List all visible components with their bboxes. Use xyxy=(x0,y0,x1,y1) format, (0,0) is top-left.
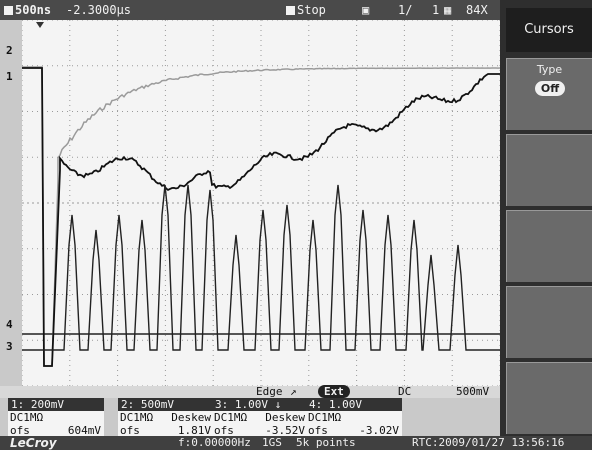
trigger-info: Edge ↗ Ext DC 500mV xyxy=(0,385,500,398)
channel-1-info[interactable]: 1: 200mV DC1MΩ ofs 604mV xyxy=(8,398,104,440)
waveform-graticule xyxy=(22,20,500,386)
trigger-position-marker[interactable] xyxy=(36,22,44,28)
channel-3-coupling: DC1MΩ xyxy=(214,411,248,424)
channel-1-scale: 1: 200mV xyxy=(8,398,104,411)
run-state[interactable]: Stop xyxy=(286,0,326,20)
channel-4-marker[interactable]: 4 xyxy=(6,318,13,331)
acquisition-total: 1 xyxy=(432,3,440,17)
channel-1-marker[interactable]: 1 xyxy=(6,70,13,83)
trigger-source: Ext xyxy=(318,385,350,398)
rtc-timestamp: RTC:2009/01/27 13:56:16 xyxy=(412,436,565,449)
channel-4-ofs-label: ofs xyxy=(308,424,328,437)
softkey-2[interactable] xyxy=(506,134,592,206)
status-bar-top: 500ns -2.3000µs Stop ▣ 1/ 1 ▦ 84X xyxy=(0,0,500,20)
channel-1-coupling: DC1MΩ xyxy=(10,411,44,424)
channel-2-coupling: DC1MΩ xyxy=(120,411,154,424)
channel-3-offset: -3.52V xyxy=(265,424,305,437)
timebase-readout: 500ns xyxy=(4,0,51,20)
waveform-display[interactable] xyxy=(22,20,500,386)
channel-3-scale: 3: 1.00V ↓ xyxy=(212,398,308,411)
channel-4-offset: -3.02V xyxy=(359,424,399,437)
channel-2-marker[interactable]: 2 xyxy=(6,44,13,57)
channel-2-info[interactable]: 2: 500mV DC1MΩ Deskew ofs 1.81V xyxy=(118,398,214,440)
channel-2-scale: 2: 500mV xyxy=(118,398,214,411)
channel-3-ofs-label: ofs xyxy=(214,424,234,437)
acquire-icon: ▣ xyxy=(362,3,370,17)
menu-title: Cursors xyxy=(506,8,592,52)
channel-3-info[interactable]: 3: 1.00V ↓ DC1MΩ Deskew ofs -3.52V xyxy=(212,398,308,440)
channel-2-offset: 1.81V xyxy=(177,424,211,437)
stop-icon xyxy=(286,6,295,15)
trigger-mode: Edge xyxy=(256,385,283,398)
channel-1-trace xyxy=(22,67,500,367)
status-bar-bottom: LeCroy f:0.00000Hz 1GS 5k points RTC:200… xyxy=(0,436,592,450)
zoom-readout: 84X xyxy=(466,3,488,17)
softkey-menu: Cursors Type Off xyxy=(500,0,592,450)
softkey-3[interactable] xyxy=(506,210,592,282)
softkey-4[interactable] xyxy=(506,286,592,358)
record-length: 5k points xyxy=(296,436,356,449)
zoom-icon: ▦ xyxy=(444,3,452,17)
trigger-slope-icon: ↗ xyxy=(290,385,297,398)
trigger-coupling: DC xyxy=(398,385,412,398)
cursor-type-label: Type xyxy=(536,63,563,76)
channel-1-ofs-label: ofs xyxy=(10,424,30,437)
channel-3-deskew: Deskew xyxy=(265,411,305,424)
channel-4-info[interactable]: 4: 1.00V DC1MΩ ofs -3.02V xyxy=(306,398,402,440)
trigger-level: 500mV xyxy=(456,385,490,398)
channel-2-trace xyxy=(22,66,500,367)
timebase-icon xyxy=(4,6,13,15)
channel-2-deskew: Deskew xyxy=(171,411,211,424)
frequency-readout: f:0.00000Hz xyxy=(178,436,251,449)
sample-rate: 1GS xyxy=(262,436,282,449)
channel-2-ofs-label: ofs xyxy=(120,424,140,437)
channel-3-marker[interactable]: 3 xyxy=(6,340,13,353)
softkey-5[interactable] xyxy=(506,362,592,434)
channel-1-offset: 604mV xyxy=(67,424,101,437)
channel-4-coupling: DC1MΩ xyxy=(308,411,342,424)
cursor-type-value: Off xyxy=(535,81,565,96)
channel-3-trace xyxy=(22,184,500,351)
delay-readout: -2.3000µs xyxy=(66,3,132,17)
cursor-type-softkey[interactable]: Type Off xyxy=(506,58,592,130)
acquisition-count: 1/ xyxy=(398,3,413,17)
channel-4-scale: 4: 1.00V xyxy=(306,398,402,411)
brand-logo: LeCroy xyxy=(10,436,57,450)
